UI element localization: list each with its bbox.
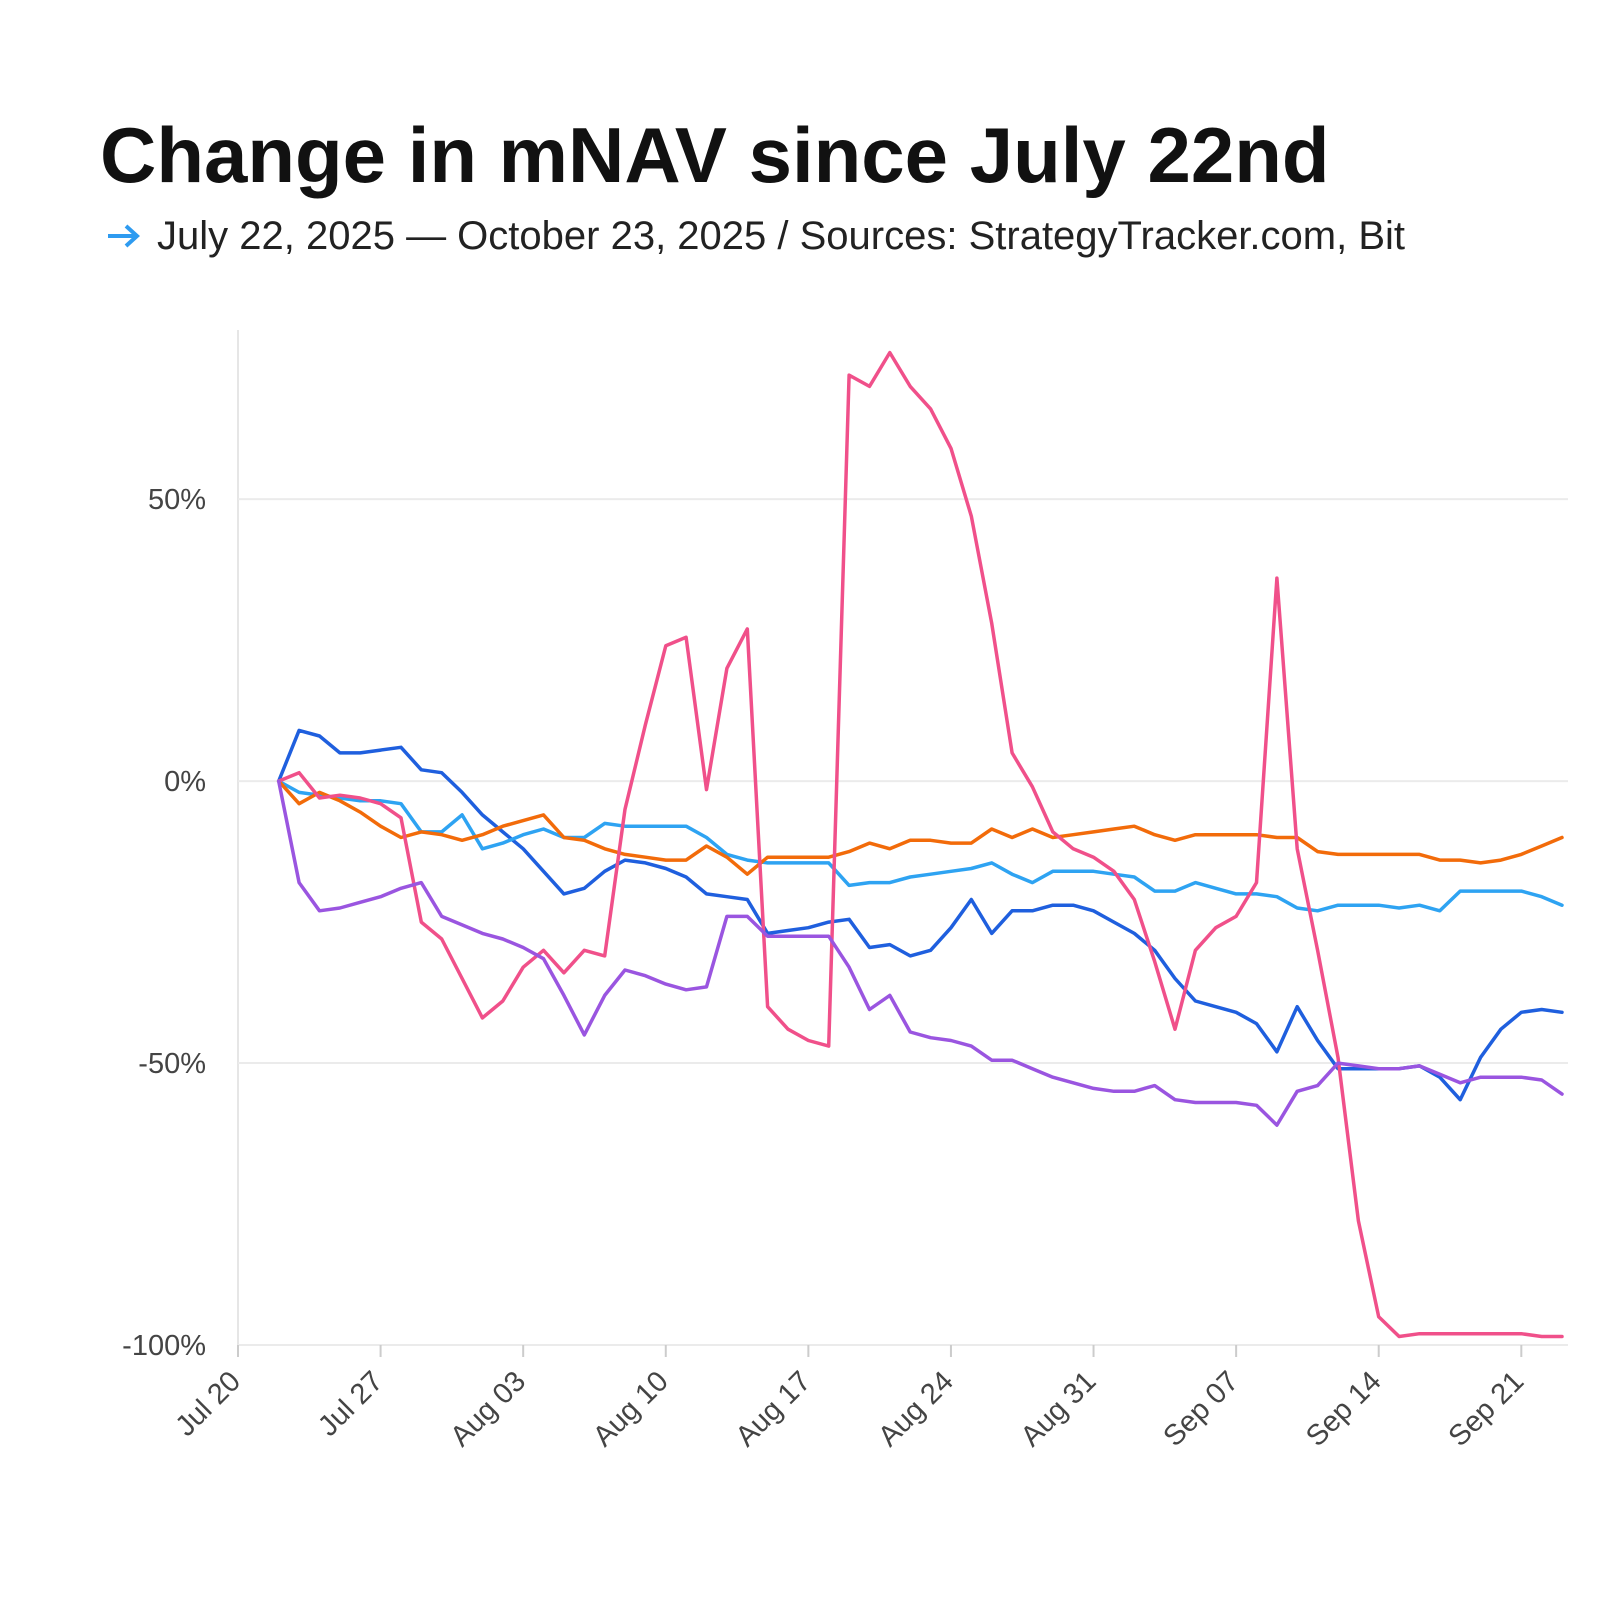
y-tick-label: -50% (138, 1048, 206, 1080)
series-line (276, 728, 1564, 1102)
chart-subtitle: July 22, 2025 — October 23, 2025 / Sourc… (157, 214, 1405, 258)
x-tick-label: Jul 20 (170, 1365, 247, 1442)
series-line (276, 779, 1564, 913)
chart-title: Change in mNAV since July 22nd (100, 111, 1330, 199)
subtitle-arrow (108, 224, 140, 248)
x-tick-label: Sep 07 (1157, 1365, 1245, 1453)
series-line (276, 779, 1564, 876)
y-tick-label: 0% (164, 766, 206, 798)
x-tick-label: Sep 14 (1300, 1365, 1388, 1453)
plot-area: -100% -50% 0% 50% Jul 20 Jul 27 Aug 03 Aug 10 Au… (122, 330, 1568, 1453)
y-tick-label: 50% (148, 484, 206, 516)
x-tick-label: Aug 31 (1015, 1365, 1103, 1453)
series-line (276, 350, 1564, 1339)
x-tick-label: Jul 27 (312, 1365, 389, 1442)
series-line (276, 779, 1564, 1127)
x-tick-label: Aug 03 (445, 1365, 533, 1453)
y-tick-label: -100% (122, 1330, 206, 1362)
x-tick-label: Aug 24 (872, 1365, 960, 1453)
x-tick-label: Sep 21 (1443, 1365, 1531, 1453)
x-tick-label: Aug 10 (587, 1365, 675, 1453)
x-tick-label: Aug 17 (730, 1365, 818, 1453)
